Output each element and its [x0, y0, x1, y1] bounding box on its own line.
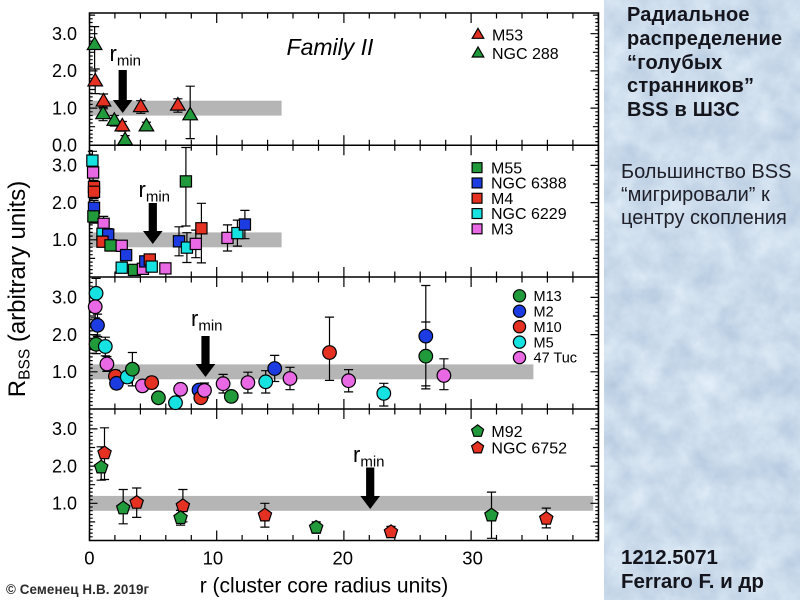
svg-text:3.0: 3.0 [52, 24, 77, 44]
svg-text:2.0: 2.0 [52, 456, 77, 476]
svg-text:0: 0 [84, 548, 94, 569]
svg-text:RBSS (arbitrary units): RBSS (arbitrary units) [4, 181, 34, 397]
svg-text:NGC 6752: NGC 6752 [491, 441, 567, 458]
svg-text:M2: M2 [534, 304, 554, 320]
svg-text:2.0: 2.0 [52, 193, 77, 213]
svg-text:M4: M4 [491, 191, 513, 208]
svg-text:20: 20 [333, 548, 354, 569]
svg-text:1.0: 1.0 [52, 98, 77, 118]
svg-text:2.0: 2.0 [52, 61, 77, 81]
svg-text:M53: M53 [492, 27, 523, 44]
svg-text:1.0: 1.0 [52, 494, 77, 514]
svg-text:M92: M92 [491, 424, 522, 441]
svg-text:rmin: rmin [139, 177, 171, 206]
svg-text:M3: M3 [491, 222, 513, 239]
svg-text:47 Tuc: 47 Tuc [534, 351, 578, 367]
svg-text:NGC 6229: NGC 6229 [491, 206, 567, 223]
svg-text:rmin: rmin [353, 442, 385, 471]
svg-text:NGC 6388: NGC 6388 [491, 176, 567, 193]
svg-text:3.0: 3.0 [52, 156, 77, 176]
svg-text:r (cluster core radius units): r (cluster core radius units) [200, 575, 449, 598]
svg-text:rmin: rmin [110, 41, 142, 70]
svg-text:10: 10 [203, 548, 224, 569]
svg-text:30: 30 [462, 548, 483, 569]
svg-text:2.0: 2.0 [52, 325, 77, 345]
svg-text:3.0: 3.0 [52, 288, 77, 308]
svg-text:M13: M13 [534, 289, 562, 305]
svg-text:3.0: 3.0 [52, 419, 77, 439]
svg-text:M5: M5 [534, 335, 554, 351]
svg-text:1.0: 1.0 [52, 362, 77, 382]
svg-text:0.0: 0.0 [52, 136, 77, 156]
svg-text:M10: M10 [534, 320, 562, 336]
svg-text:NGC 288: NGC 288 [492, 46, 559, 63]
svg-text:1.0: 1.0 [52, 230, 77, 250]
svg-text:M55: M55 [491, 160, 522, 177]
svg-text:rmin: rmin [191, 306, 223, 335]
svg-text:Family II: Family II [287, 34, 375, 60]
